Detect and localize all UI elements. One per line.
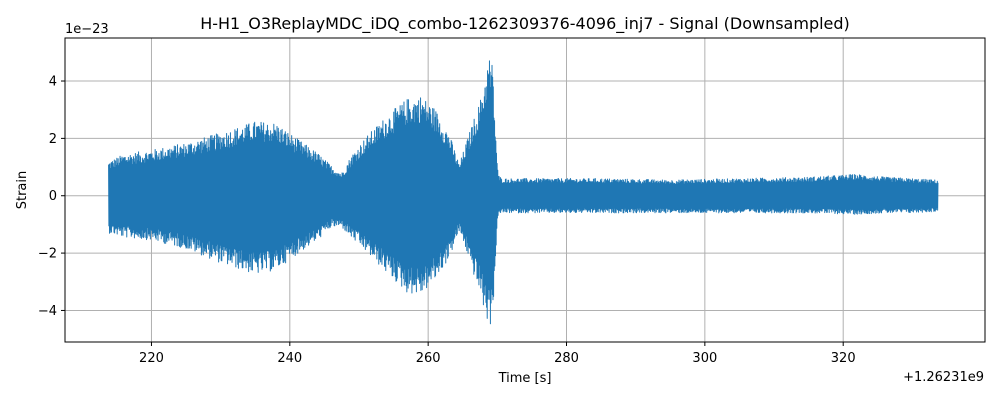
x-tick-label: 280 [554,351,579,366]
plot-frame [64,37,986,343]
x-tick-label: 220 [139,351,164,366]
x-offset-label: +1.26231e9 [903,370,984,385]
y-scale-label: 1e−23 [65,22,109,37]
x-tick-label: 240 [277,351,302,366]
y-tick-label: 4 [49,75,57,90]
y-tick-label: −4 [38,304,57,319]
x-tick-label: 260 [416,351,441,366]
x-axis-label: Time [s] [498,371,552,386]
x-axis: 220 240 260 280 300 320 [139,342,856,366]
x-tick-label: 320 [831,351,856,366]
x-tick-label: 300 [692,351,717,366]
y-tick-label: −2 [38,247,57,262]
plot-area [108,60,939,325]
chart-title: H-H1_O3ReplayMDC_iDQ_combo-1262309376-40… [200,14,850,34]
y-tick-label: 0 [49,189,57,204]
series-line-0 [108,60,939,325]
y-axis: −4 −2 0 2 4 [38,75,65,319]
y-axis-label: Strain [15,171,30,210]
y-tick-label: 2 [49,132,57,147]
